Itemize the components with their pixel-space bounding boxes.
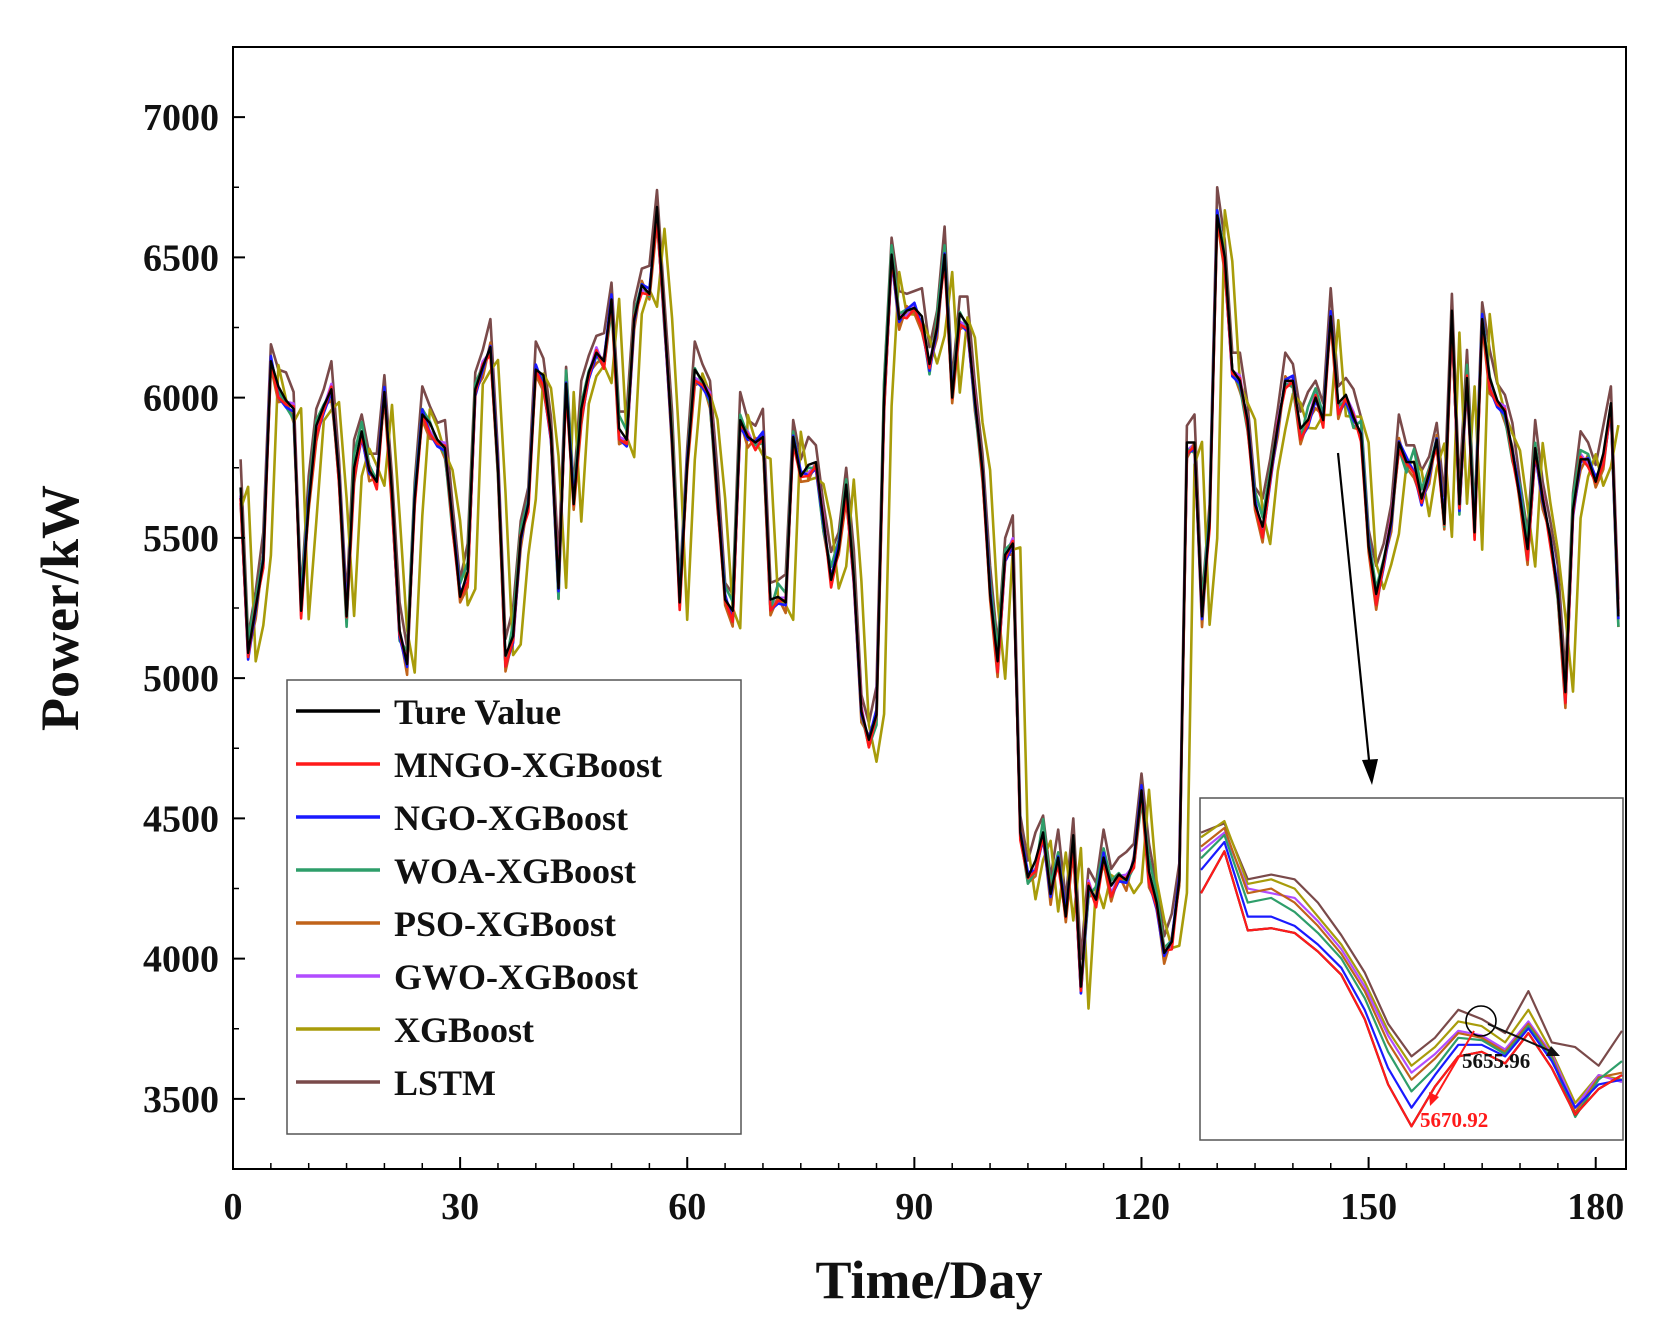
y-tick-label: 5500 bbox=[143, 518, 219, 560]
x-tick-label: 90 bbox=[895, 1186, 933, 1228]
callout-arrowhead-black bbox=[1546, 1046, 1560, 1056]
zoom-pointer-arrowhead bbox=[1362, 759, 1378, 785]
legend-label: XGBoost bbox=[394, 1010, 534, 1050]
series-line bbox=[239, 205, 1620, 988]
plot-lines bbox=[239, 186, 1620, 1010]
y-tick-label: 6000 bbox=[143, 378, 219, 420]
legend-label: Ture Value bbox=[394, 692, 561, 732]
callout-black: 5655.96 bbox=[1462, 1049, 1530, 1073]
legend-label: LSTM bbox=[394, 1063, 496, 1103]
y-tick-label: 5000 bbox=[143, 658, 219, 700]
y-tick-label: 4000 bbox=[143, 939, 219, 981]
inset-series-line bbox=[1200, 840, 1623, 1109]
inset: 5655.96 5670.92 bbox=[1199, 797, 1624, 1141]
inset-series-line bbox=[1200, 833, 1623, 1119]
x-tick-label: 0 bbox=[224, 1186, 243, 1228]
x-tick-label: 180 bbox=[1567, 1186, 1624, 1228]
y-axis-title: Power/kW bbox=[30, 485, 90, 731]
legend-label: GWO-XGBoost bbox=[394, 957, 638, 997]
x-tick-label: 60 bbox=[668, 1186, 706, 1228]
callout-arrow-black bbox=[1487, 1023, 1556, 1054]
inset-highlight-circle bbox=[1465, 1005, 1497, 1037]
y-axis: 3500 4000 4500 5000 5500 6000 6500 7000 bbox=[143, 97, 245, 1170]
y-tick-label: 4500 bbox=[143, 798, 219, 840]
legend-label: WOA-XGBoost bbox=[394, 851, 636, 891]
x-tick-label: 150 bbox=[1340, 1186, 1397, 1228]
legend-items: Ture Value MNGO-XGBoost NGO-XGBoost WOA-XGB… bbox=[296, 692, 662, 1103]
inset-series-line bbox=[1200, 822, 1623, 1067]
legend-label: PSO-XGBoost bbox=[394, 904, 616, 944]
y-tick-label: 6500 bbox=[143, 237, 219, 279]
x-axis: 0 30 60 90 120 150 180 bbox=[224, 1157, 1624, 1228]
legend: Ture Value MNGO-XGBoost NGO-XGBoost WOA-XGB… bbox=[286, 679, 742, 1135]
inset-series-line bbox=[1200, 826, 1623, 1114]
legend-label: NGO-XGBoost bbox=[394, 798, 628, 838]
y-tick-label: 7000 bbox=[143, 97, 219, 139]
legend-box bbox=[286, 679, 742, 1135]
y-tick-label: 3500 bbox=[143, 1079, 219, 1121]
inset-series-line bbox=[1200, 850, 1623, 1128]
x-tick-label: 120 bbox=[1113, 1186, 1170, 1228]
x-axis-title: Time/Day bbox=[816, 1250, 1043, 1310]
series-line bbox=[239, 209, 1620, 1010]
callout-arrow-red bbox=[1432, 1030, 1475, 1102]
callout-red: 5670.92 bbox=[1420, 1108, 1488, 1132]
x-tick-label: 30 bbox=[441, 1186, 479, 1228]
zoom-pointer-arrow bbox=[1336, 452, 1372, 771]
inset-frame bbox=[1199, 797, 1624, 1141]
legend-label: MNGO-XGBoost bbox=[394, 745, 662, 785]
callout-arrowhead-red bbox=[1429, 1092, 1439, 1106]
